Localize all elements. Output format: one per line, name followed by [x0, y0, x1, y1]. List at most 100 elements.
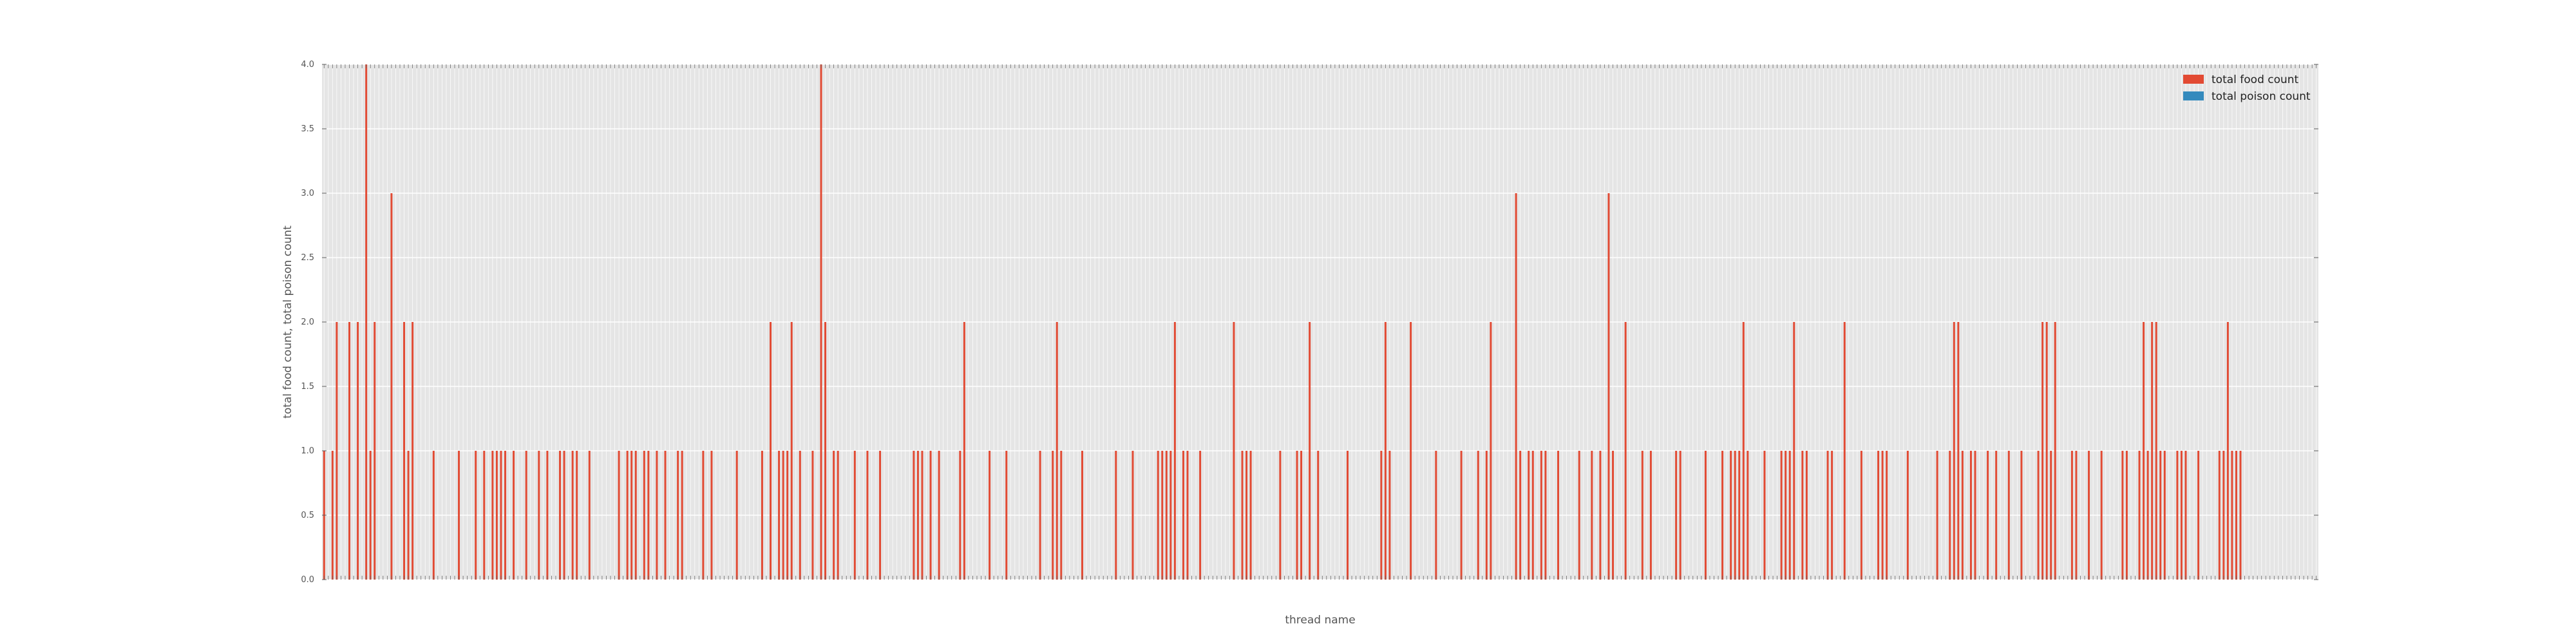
bar [1347, 451, 1349, 580]
bar [1199, 451, 1202, 580]
bar [563, 451, 565, 580]
bar [2197, 451, 2200, 580]
y-tick-label: 1.0 [301, 446, 314, 456]
bar [2143, 322, 2145, 580]
bar [710, 451, 713, 580]
bar [1607, 193, 1610, 580]
bar [959, 451, 961, 580]
bar [2218, 451, 2221, 580]
bar [1747, 451, 1749, 580]
bar [1788, 451, 1791, 580]
bar [2159, 451, 2162, 580]
legend-swatch-poison [2183, 91, 2204, 100]
bar [2155, 322, 2157, 580]
bar [2037, 451, 2040, 580]
bar [1881, 451, 1884, 580]
bar [1641, 451, 1643, 580]
bar [1388, 451, 1391, 580]
bar [365, 64, 368, 580]
bar [963, 322, 965, 580]
bar [1182, 451, 1184, 580]
bar [1132, 451, 1134, 580]
bar [643, 451, 645, 580]
y-tick-label: 0.5 [301, 511, 314, 520]
legend-swatch-food [2183, 75, 2204, 84]
bar [458, 451, 460, 580]
bar [1115, 451, 1117, 580]
bar [491, 451, 494, 580]
y-axis-label: total food count, total poison count [281, 225, 294, 419]
bar [702, 451, 705, 580]
bar [1410, 322, 1412, 580]
bar [811, 451, 814, 580]
bar [1161, 451, 1164, 580]
bar [782, 451, 784, 580]
bar [525, 451, 527, 580]
bar [1233, 322, 1235, 580]
bar [790, 322, 793, 580]
x-axis-label: thread name [1285, 614, 1355, 627]
bar [2138, 451, 2141, 580]
bar [1519, 451, 1522, 580]
bar [1987, 451, 1989, 580]
bar [1477, 451, 1479, 580]
y-tick-label: 2.0 [301, 317, 314, 327]
bar [2180, 451, 2183, 580]
bar [1052, 451, 1054, 580]
bar [929, 451, 932, 580]
bar [1624, 322, 1627, 580]
bar [1039, 451, 1041, 580]
bar [1649, 451, 1652, 580]
bar [1995, 451, 1998, 580]
bar [1245, 451, 1248, 580]
bar [2020, 451, 2023, 580]
bar [1540, 451, 1542, 580]
bar [1170, 451, 1172, 580]
bar [432, 451, 435, 580]
bar [938, 451, 940, 580]
bar [634, 451, 637, 580]
bar [1249, 451, 1252, 580]
bar [681, 451, 683, 580]
bar [374, 322, 376, 580]
bar [2045, 322, 2048, 580]
bar [1485, 451, 1488, 580]
bar [1738, 451, 1741, 580]
bar [1544, 451, 1547, 580]
x-tick-marks [323, 64, 2317, 580]
bar [761, 451, 763, 580]
bar [2163, 451, 2166, 580]
bar [2226, 322, 2229, 580]
bar [1460, 451, 1463, 580]
y-tick-label: 3.0 [301, 189, 314, 198]
bar [837, 451, 839, 580]
bar [1317, 451, 1320, 580]
bar [2054, 322, 2056, 580]
bar [820, 64, 822, 580]
bar [576, 451, 578, 580]
bar [1675, 451, 1678, 580]
bar [2231, 451, 2233, 580]
bar [2075, 451, 2078, 580]
y-axis: 0.0 0.5 1.0 1.5 2.0 2.5 3.0 3.5 4.0 [301, 60, 2318, 585]
bar [618, 451, 620, 580]
bar [571, 451, 574, 580]
bar [1380, 451, 1383, 580]
bar [2176, 451, 2179, 580]
bar [357, 322, 359, 580]
bar [879, 451, 882, 580]
bar [475, 451, 477, 580]
bar [1785, 451, 1787, 580]
bar [1309, 322, 1311, 580]
bar [348, 322, 350, 580]
bar [390, 193, 393, 580]
bar [1763, 451, 1766, 580]
legend-label-food: total food count [2211, 73, 2299, 86]
bar [913, 451, 915, 580]
y-tick-label: 4.0 [301, 60, 314, 70]
bar [1557, 451, 1559, 580]
bar [1165, 451, 1168, 580]
bar [1957, 322, 1960, 580]
bar [1742, 322, 1745, 580]
